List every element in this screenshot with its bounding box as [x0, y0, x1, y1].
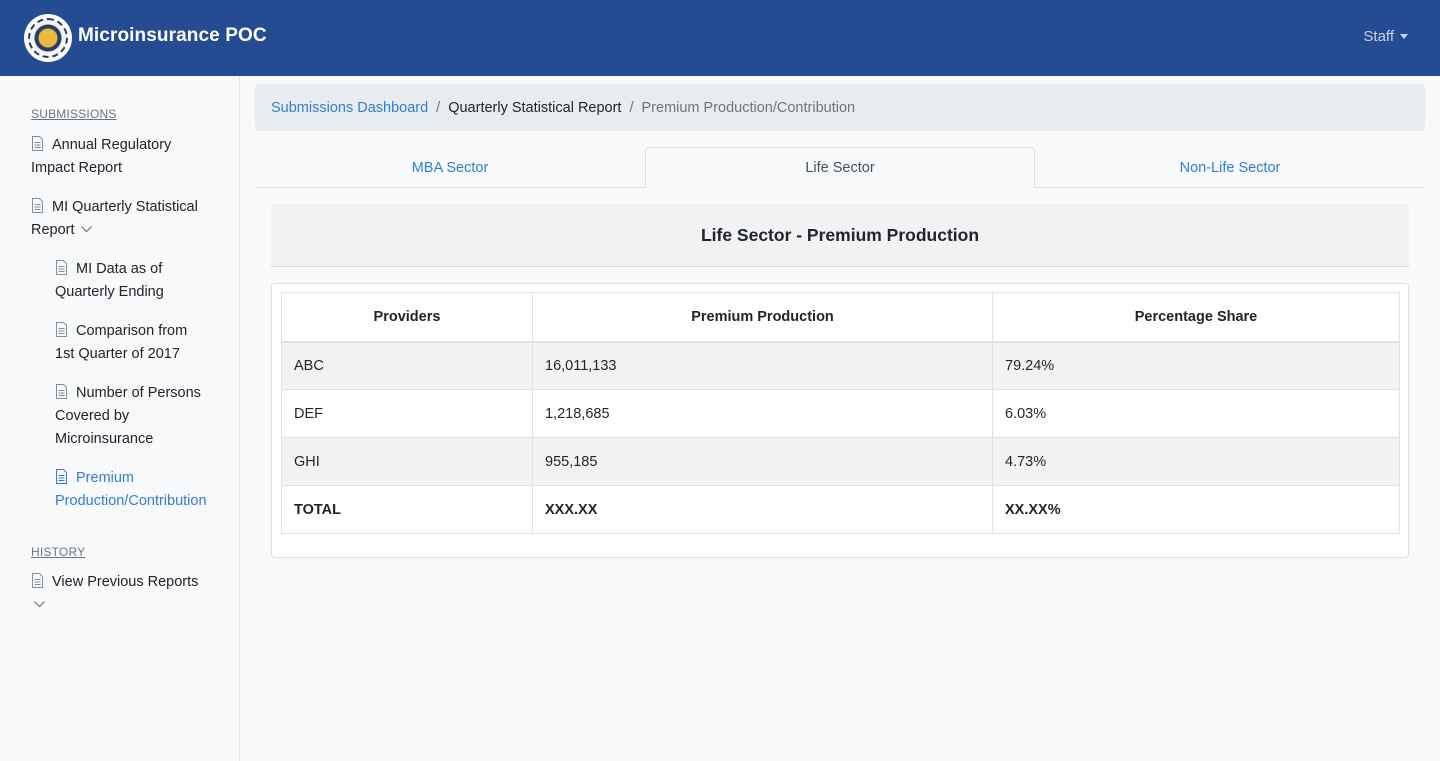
sidebar-item-label: Microinsurance [55, 431, 154, 447]
sidebar-item-label: Production/Contribution [55, 493, 207, 509]
document-icon [56, 322, 67, 337]
breadcrumb-link-dashboard[interactable]: Submissions Dashboard [271, 99, 429, 116]
cell-total-share: XX.XX% [992, 485, 1400, 534]
sidebar-item-label: Number of Persons [76, 385, 201, 401]
sidebar-item-label: MI Quarterly Statistical [52, 199, 198, 215]
table-total-row: TOTAL XXX.XX XX.XX% [281, 485, 1400, 534]
sidebar: SUBMISSIONS Annual Regulatory Impact Rep… [0, 76, 240, 761]
sidebar-item-label: 1st Quarter of 2017 [55, 346, 180, 362]
section-heading-submissions: SUBMISSIONS [31, 107, 117, 121]
chevron-down-icon[interactable] [80, 226, 92, 233]
sidebar-item-label: Quarterly Ending [55, 284, 164, 300]
sidebar-item-annual-regulatory[interactable]: Annual Regulatory Impact Report [31, 134, 171, 180]
brand-title[interactable]: Microinsurance POC [78, 25, 267, 46]
sidebar-item-label: Comparison from [76, 323, 188, 339]
seal-icon [28, 18, 68, 58]
cell-total-label: TOTAL [281, 485, 533, 534]
table-row: GHI 955,185 4.73% [281, 437, 1400, 486]
tab-non-life-sector[interactable]: Non-Life Sector [1179, 159, 1281, 176]
cell-premium: 955,185 [532, 437, 993, 486]
logo[interactable] [24, 14, 72, 62]
table-row: ABC 16,011,133 79.24% [281, 341, 1400, 390]
sidebar-item-label: Report [31, 222, 75, 238]
sector-tabs: MBA Sector Life Sector Non-Life Sector [255, 147, 1425, 189]
document-icon [56, 469, 67, 484]
table-header-row: Providers Premium Production Percentage … [281, 292, 1400, 343]
top-navbar: Microinsurance POC Staff [0, 0, 1440, 76]
breadcrumb-item-quarterly[interactable]: Quarterly Statistical Report [448, 99, 622, 116]
sidebar-item-view-previous[interactable]: View Previous Reports [31, 571, 198, 617]
chevron-down-icon[interactable] [34, 601, 45, 608]
cell-provider: ABC [281, 341, 533, 390]
sidebar-item-label: Annual Regulatory [52, 137, 172, 153]
user-menu-label: Staff [1363, 28, 1394, 45]
premium-table: Providers Premium Production Percentage … [281, 292, 1400, 534]
document-icon [32, 136, 43, 151]
cell-provider: GHI [281, 437, 533, 486]
table-row: DEF 1,218,685 6.03% [281, 389, 1400, 438]
card-title: Life Sector - Premium Production [271, 204, 1409, 267]
cell-premium: 16,011,133 [532, 341, 993, 390]
cell-share: 79.24% [992, 341, 1400, 390]
sidebar-subitem-premium-production[interactable]: Premium Production/Contribution [55, 467, 207, 513]
breadcrumb-item-current: Premium Production/Contribution [641, 99, 856, 116]
sidebar-item-label: Premium [76, 470, 135, 486]
document-icon [56, 260, 67, 275]
tab-mba-sector[interactable]: MBA Sector [411, 159, 489, 176]
sidebar-item-label: Impact Report [31, 160, 123, 176]
sidebar-item-label: View Previous Reports [52, 574, 199, 590]
column-header-providers: Providers [281, 292, 533, 343]
column-header-share: Percentage Share [992, 292, 1400, 343]
document-icon [32, 198, 43, 213]
sidebar-item-label: Covered by [55, 408, 130, 424]
document-icon [56, 384, 67, 399]
user-menu[interactable]: Staff [1363, 28, 1408, 45]
breadcrumb-separator: / [436, 99, 441, 116]
cell-share: 4.73% [992, 437, 1400, 486]
sidebar-item-label: MI Data as of [76, 261, 163, 277]
cell-provider: DEF [281, 389, 533, 438]
caret-down-icon [1400, 34, 1408, 39]
section-heading-history: HISTORY [31, 545, 86, 559]
column-header-premium: Premium Production [532, 292, 993, 343]
cell-share: 6.03% [992, 389, 1400, 438]
table-card: Providers Premium Production Percentage … [271, 283, 1409, 558]
sidebar-item-mi-quarterly[interactable]: MI Quarterly Statistical Report [31, 196, 198, 242]
breadcrumb: Submissions Dashboard / Quarterly Statis… [255, 84, 1425, 131]
sidebar-subitem-comparison[interactable]: Comparison from 1st Quarter of 2017 [55, 320, 187, 366]
sidebar-subitem-persons-covered[interactable]: Number of Persons Covered by Microinsura… [55, 382, 201, 451]
breadcrumb-separator: / [629, 99, 634, 116]
tab-life-sector[interactable]: Life Sector [645, 147, 1035, 189]
document-icon [32, 573, 43, 588]
sidebar-subitem-mi-data[interactable]: MI Data as of Quarterly Ending [55, 258, 164, 304]
cell-premium: 1,218,685 [532, 389, 993, 438]
cell-total-premium: XXX.XX [532, 485, 993, 534]
